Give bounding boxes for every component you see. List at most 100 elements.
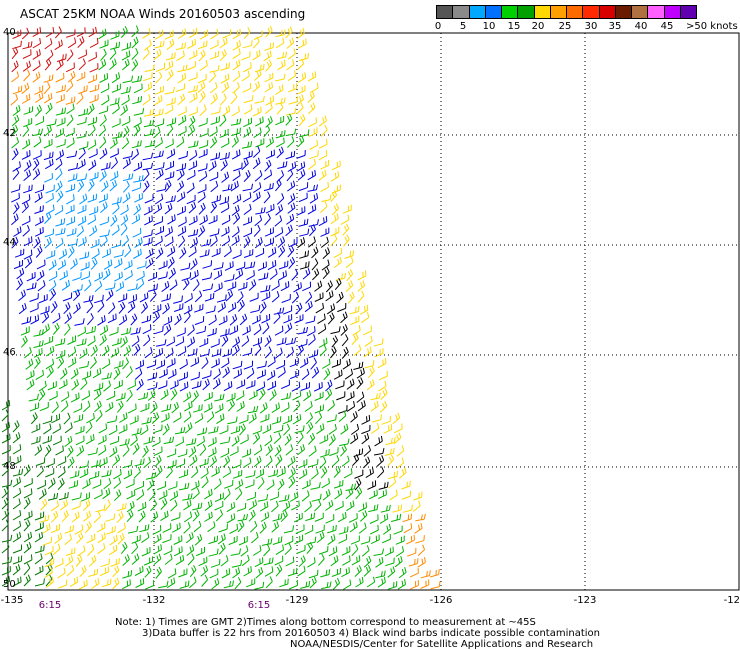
wind-barb — [345, 487, 354, 500]
wind-barb — [383, 523, 392, 535]
wind-barb — [122, 579, 131, 590]
wind-barb — [264, 42, 274, 51]
wind-barb — [93, 388, 102, 401]
note-line-1: Note: 1) Times are GMT 2)Times along bot… — [115, 617, 536, 628]
wind-barb — [299, 228, 310, 237]
wind-barb — [345, 256, 354, 269]
wind-barb — [12, 161, 21, 172]
wind-barb — [23, 160, 32, 172]
wind-barb — [176, 458, 186, 468]
wind-barb — [220, 448, 230, 458]
wind-barb — [72, 272, 82, 281]
wind-barb — [12, 487, 22, 499]
wind-barb — [285, 107, 297, 116]
wind-barb — [296, 85, 306, 95]
wind-barb — [186, 544, 195, 556]
wind-barb — [113, 360, 124, 369]
wind-barb — [288, 467, 296, 480]
wind-barb — [211, 247, 221, 258]
wind-barb — [207, 521, 216, 533]
wind-barb — [94, 294, 104, 304]
wind-barb — [109, 148, 119, 158]
wind-barb — [258, 388, 266, 401]
wind-barb — [204, 511, 213, 522]
wind-barb — [168, 481, 178, 491]
wind-barb — [308, 569, 319, 579]
wind-barb — [139, 524, 150, 533]
wind-barb — [45, 552, 54, 565]
wind-barb — [248, 279, 257, 291]
wind-barb — [57, 356, 65, 369]
wind-barb — [387, 581, 398, 590]
wind-barb — [373, 548, 385, 556]
wind-barb — [314, 512, 324, 522]
wind-barb — [250, 531, 259, 544]
wind-barb — [209, 136, 218, 149]
wind-barb — [288, 96, 299, 105]
wind-barb — [320, 227, 330, 237]
wind-barb — [214, 393, 225, 402]
wind-barb — [342, 358, 351, 370]
wind-barb — [213, 262, 224, 271]
colorbar-label: 0 — [434, 21, 442, 32]
wind-barb — [69, 470, 80, 479]
wind-barb — [330, 555, 339, 567]
wind-barb — [338, 534, 348, 544]
wind-barb — [262, 322, 270, 335]
wind-barb — [12, 531, 22, 543]
wind-barb — [76, 225, 85, 238]
wind-barb — [122, 75, 134, 84]
wind-barb — [368, 489, 378, 500]
wind-barb — [353, 344, 362, 356]
wind-barb — [154, 137, 163, 149]
wind-barb — [141, 314, 152, 324]
wind-barb — [111, 239, 122, 249]
wind-barb — [131, 36, 139, 49]
wind-barb — [121, 116, 131, 127]
wind-barb — [394, 555, 403, 568]
wind-barb — [99, 566, 109, 576]
wind-barb — [13, 259, 23, 270]
wind-barb — [192, 509, 200, 522]
wind-barb — [231, 235, 240, 246]
wind-barb — [11, 192, 20, 203]
wind-barb — [155, 62, 165, 72]
wind-barb — [161, 293, 172, 302]
colorbar-label: 40 — [634, 21, 648, 32]
wind-barb — [297, 237, 306, 249]
wind-barb — [243, 104, 253, 115]
wind-barb — [65, 127, 75, 137]
wind-barb — [280, 392, 292, 401]
wind-barb — [287, 161, 297, 172]
wind-barb — [331, 160, 341, 171]
wind-barb — [79, 193, 88, 205]
wind-barb — [66, 49, 74, 62]
wind-barb — [308, 458, 319, 468]
wind-barb — [178, 469, 189, 479]
wind-barb — [165, 195, 176, 204]
wind-barb — [287, 245, 295, 258]
wind-barb — [208, 535, 219, 545]
wind-barb — [297, 169, 306, 181]
wind-barb — [103, 477, 112, 490]
wind-barb — [77, 36, 85, 48]
wind-barb — [209, 65, 220, 73]
wind-barb — [283, 305, 293, 315]
wind-barb — [257, 494, 269, 502]
wind-barb — [164, 60, 174, 71]
wind-barb — [207, 328, 217, 337]
wind-barb — [264, 72, 274, 83]
wind-barb — [341, 346, 349, 359]
wind-barb — [127, 403, 137, 414]
wind-barb — [220, 202, 230, 214]
wind-barb — [23, 236, 33, 247]
wind-barb — [342, 204, 352, 214]
wind-barb — [91, 248, 100, 260]
wind-barb — [51, 401, 59, 414]
wind-barb — [311, 246, 319, 259]
wind-barb — [163, 315, 173, 326]
wind-barb — [125, 478, 135, 489]
wind-barb — [231, 435, 240, 447]
wind-barb — [308, 102, 316, 115]
wind-barb — [291, 268, 299, 281]
